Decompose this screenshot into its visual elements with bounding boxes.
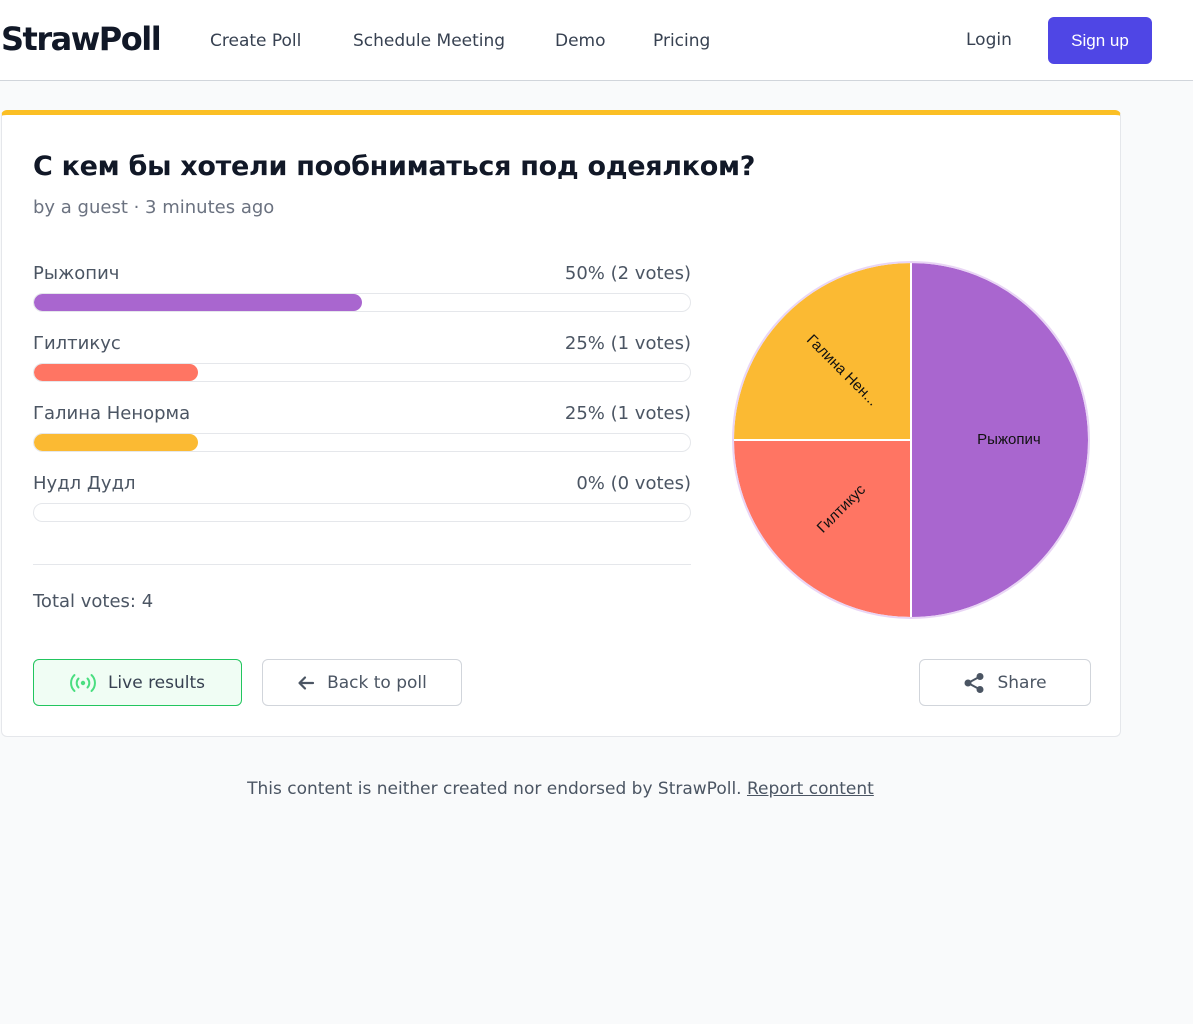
signup-button[interactable]: Sign up [1048, 17, 1152, 64]
result-option: Галина Ненорма 25% (1 votes) [33, 403, 691, 463]
option-stat: 50% (2 votes) [564, 263, 691, 284]
disclaimer-footer: This content is neither created nor endo… [0, 779, 1121, 799]
pie-slice-label: Рыжопич [977, 431, 1040, 448]
result-bar-fill [34, 434, 198, 451]
result-bar-fill [34, 294, 362, 311]
result-option: Нудл Дудл 0% (0 votes) [33, 473, 691, 533]
result-bar [33, 363, 691, 382]
report-content-link[interactable]: Report content [746, 779, 874, 799]
poll-title: С кем бы хотели пообниматься под одеялко… [33, 151, 756, 182]
back-to-poll-button[interactable]: Back to poll [262, 659, 462, 706]
broadcast-icon [70, 673, 96, 692]
strawpoll-logo[interactable]: StrawPoll [1, 20, 162, 58]
top-header: StrawPoll Create Poll Schedule Meeting D… [0, 0, 1193, 81]
result-bar-fill [34, 364, 198, 381]
results-divider [33, 564, 691, 565]
option-label: Галина Ненорма [33, 403, 191, 424]
share-label: Share [997, 672, 1047, 693]
result-bar [33, 433, 691, 452]
nav-demo[interactable]: Demo [555, 31, 606, 51]
share-icon [964, 672, 984, 693]
result-bar [33, 293, 691, 312]
login-link[interactable]: Login [966, 30, 1012, 50]
poll-meta: by a guest · 3 minutes ago [33, 197, 275, 218]
live-results-button[interactable]: Live results [33, 659, 242, 706]
option-label: Гилтикус [33, 333, 121, 354]
total-votes: Total votes: 4 [33, 591, 154, 612]
option-label: Рыжопич [33, 263, 120, 284]
disclaimer-text: This content is neither created nor endo… [247, 779, 742, 799]
nav-schedule-meeting[interactable]: Schedule Meeting [353, 31, 506, 51]
nav-create-poll[interactable]: Create Poll [210, 31, 302, 51]
poll-results-card: С кем бы хотели пообниматься под одеялко… [1, 110, 1121, 737]
option-stat: 0% (0 votes) [576, 473, 691, 494]
back-to-poll-label: Back to poll [327, 672, 427, 693]
share-button[interactable]: Share [919, 659, 1091, 706]
result-option: Рыжопич 50% (2 votes) [33, 263, 691, 323]
result-option: Гилтикус 25% (1 votes) [33, 333, 691, 393]
option-stat: 25% (1 votes) [564, 403, 691, 424]
result-bar [33, 503, 691, 522]
arrow-left-icon [298, 675, 315, 690]
live-results-label: Live results [107, 672, 206, 693]
nav-pricing[interactable]: Pricing [653, 31, 711, 51]
pie-outline [732, 261, 1090, 619]
option-stat: 25% (1 votes) [564, 333, 691, 354]
option-label: Нудл Дудл [33, 473, 136, 494]
